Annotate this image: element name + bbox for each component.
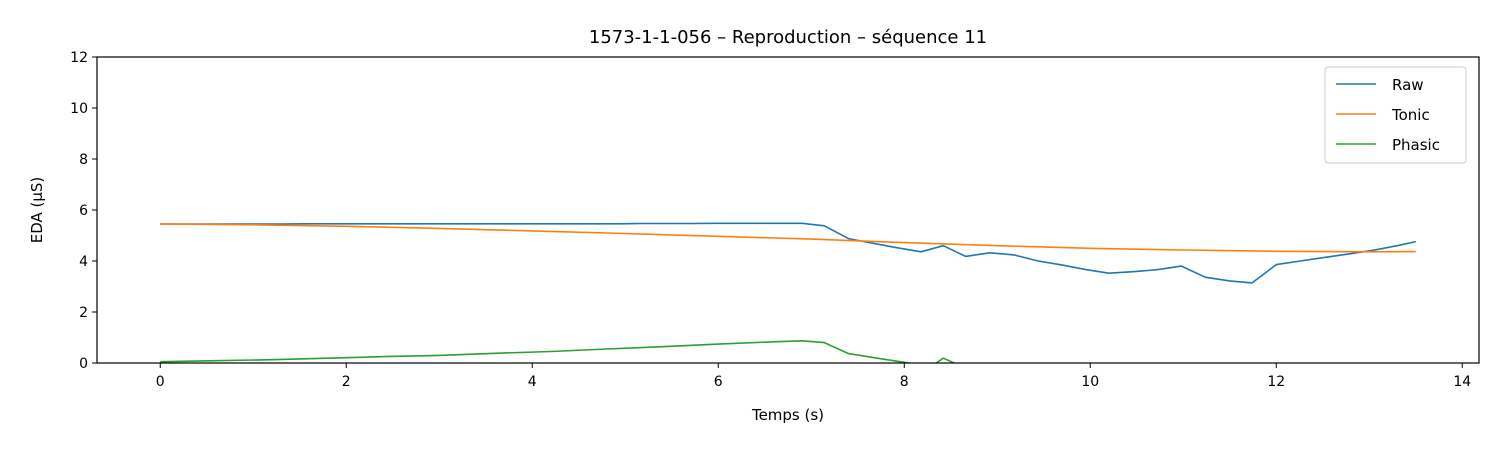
- y-tick-label: 8: [79, 152, 88, 168]
- chart-title: 1573-1-1-056 – Reproduction – séquence 1…: [589, 27, 987, 48]
- x-tick-label: 8: [900, 374, 909, 390]
- x-tick-label: 6: [714, 374, 723, 390]
- legend-label-phasic: Phasic: [1392, 136, 1440, 154]
- y-tick-label: 4: [79, 254, 88, 270]
- y-axis-label: EDA (µS): [28, 177, 46, 244]
- y-axis: 0 2 4 6 8 10 12: [70, 50, 97, 372]
- y-tick-label: 0: [79, 356, 88, 372]
- y-tick-label: 12: [70, 50, 88, 66]
- y-tick-label: 6: [79, 203, 88, 219]
- x-tick-label: 12: [1267, 374, 1285, 390]
- x-tick-label: 0: [156, 374, 165, 390]
- x-tick-label: 4: [528, 374, 537, 390]
- y-tick-label: 10: [70, 101, 88, 117]
- x-tick-label: 14: [1453, 374, 1471, 390]
- legend-label-tonic: Tonic: [1391, 106, 1430, 124]
- series-line-raw: [160, 222, 1416, 284]
- y-tick-label: 2: [79, 305, 88, 321]
- x-tick-label: 2: [342, 374, 351, 390]
- x-tick-label: 10: [1081, 374, 1099, 390]
- series-line-tonic: [160, 223, 1416, 253]
- legend-box: [1324, 66, 1467, 164]
- x-axis: 0 2 4 6 8 10 12 14: [156, 363, 1471, 390]
- x-axis-label: Temps (s): [751, 406, 824, 424]
- legend: Raw Tonic Phasic: [1324, 66, 1467, 164]
- legend-label-raw: Raw: [1392, 76, 1424, 94]
